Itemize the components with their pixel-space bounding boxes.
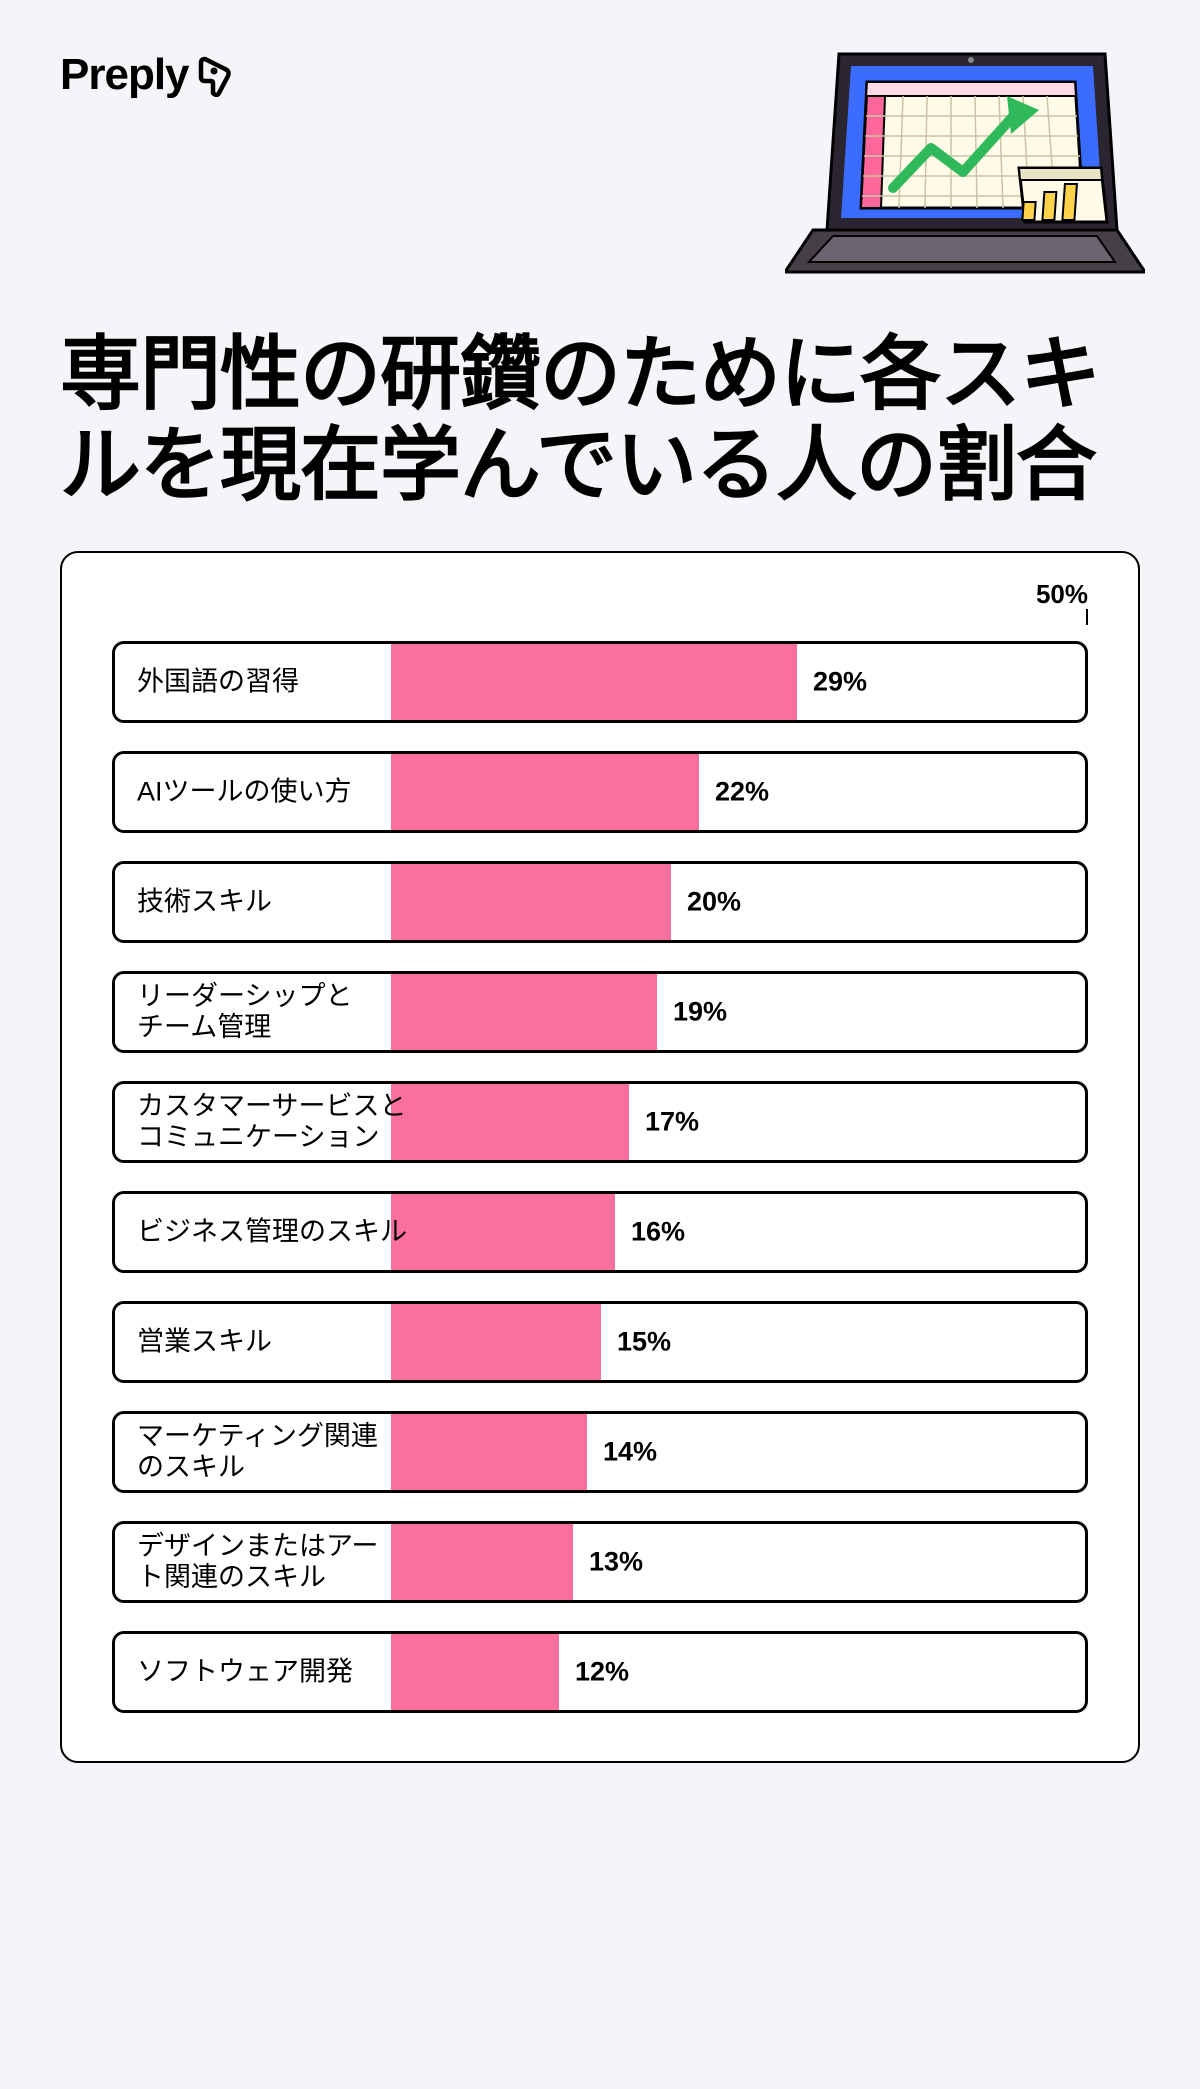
bar-fill bbox=[391, 1524, 573, 1600]
bar-fill bbox=[391, 1304, 601, 1380]
bar-row: 技術スキル 20% bbox=[112, 861, 1088, 943]
bar-fill bbox=[391, 974, 657, 1050]
bar-label: 営業スキル bbox=[137, 1327, 272, 1358]
bar-value: 20% bbox=[687, 887, 741, 918]
bar-label: カスタマーサービスと コミュニケーション bbox=[137, 1091, 406, 1153]
bar-row: マーケティング関連 のスキル 14% bbox=[112, 1411, 1088, 1493]
bar-value: 14% bbox=[603, 1437, 657, 1468]
logo-text: Preply bbox=[60, 50, 189, 100]
bar-fill bbox=[391, 864, 671, 940]
bar-row: 営業スキル 15% bbox=[112, 1301, 1088, 1383]
bar-fill bbox=[391, 644, 797, 720]
bar-fill bbox=[391, 1084, 629, 1160]
bar-value: 19% bbox=[673, 997, 727, 1028]
bar-fill bbox=[391, 1414, 587, 1490]
bar-label: AIツールの使い方 bbox=[137, 777, 352, 808]
bar-fill bbox=[391, 754, 699, 830]
bar-row: カスタマーサービスと コミュニケーション 17% bbox=[112, 1081, 1088, 1163]
bar-row: デザインまたはアー ト関連のスキル 13% bbox=[112, 1521, 1088, 1603]
laptop-illustration bbox=[785, 40, 1145, 280]
bar-value: 29% bbox=[813, 667, 867, 698]
axis-tick bbox=[1086, 609, 1088, 625]
bar-value: 22% bbox=[715, 777, 769, 808]
page-title: 専門性の研鑽のために各スキルを現在学んでいる人の割合 bbox=[60, 330, 1140, 511]
bar-label: ソフトウェア開発 bbox=[137, 1657, 353, 1688]
bar-row: 外国語の習得 29% bbox=[112, 641, 1088, 723]
axis-max-label: 50% bbox=[1036, 579, 1088, 610]
bar-list: 外国語の習得 29% AIツールの使い方 22% 技術スキル 20% リーダーシップと チー… bbox=[112, 641, 1088, 1713]
bar-label: ビジネス管理のスキル bbox=[137, 1217, 407, 1248]
bar-value: 13% bbox=[589, 1547, 643, 1578]
bar-value: 15% bbox=[617, 1327, 671, 1358]
bar-label: 技術スキル bbox=[137, 887, 272, 918]
bar-label: リーダーシップと チーム管理 bbox=[137, 981, 352, 1043]
bar-row: ビジネス管理のスキル 16% bbox=[112, 1191, 1088, 1273]
bar-value: 16% bbox=[631, 1217, 685, 1248]
bar-row: リーダーシップと チーム管理 19% bbox=[112, 971, 1088, 1053]
bar-fill bbox=[391, 1634, 559, 1710]
bar-value: 12% bbox=[575, 1657, 629, 1688]
bar-fill bbox=[391, 1194, 615, 1270]
bar-label: 外国語の習得 bbox=[137, 667, 299, 698]
chart-card: 50% 外国語の習得 29% AIツールの使い方 22% 技術スキル 20% リーダーシップ… bbox=[60, 551, 1140, 1763]
bar-value: 17% bbox=[645, 1107, 699, 1138]
bar-row: ソフトウェア開発 12% bbox=[112, 1631, 1088, 1713]
bar-row: AIツールの使い方 22% bbox=[112, 751, 1088, 833]
bar-label: マーケティング関連 のスキル bbox=[137, 1421, 378, 1483]
bar-label: デザインまたはアー ト関連のスキル bbox=[137, 1531, 378, 1593]
infographic-page: Preply bbox=[0, 0, 1200, 1823]
logo-icon bbox=[195, 53, 239, 97]
